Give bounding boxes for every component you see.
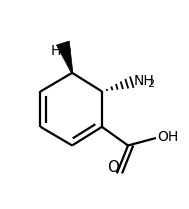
Text: 2: 2 <box>148 79 155 89</box>
Polygon shape <box>57 41 73 73</box>
Text: HO: HO <box>50 44 72 58</box>
Text: O: O <box>107 160 119 175</box>
Text: OH: OH <box>157 130 178 144</box>
Text: NH: NH <box>134 74 154 88</box>
